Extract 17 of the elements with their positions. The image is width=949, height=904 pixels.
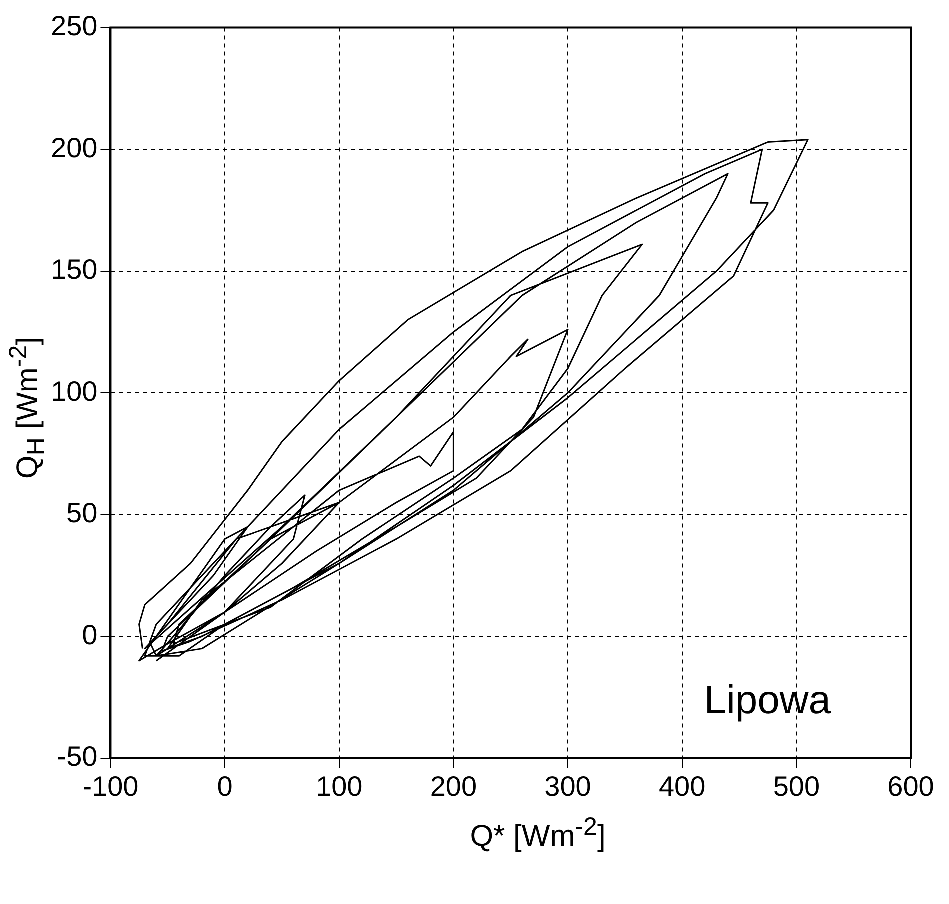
x-tick-label: 300 (544, 770, 592, 802)
y-tick-label: -50 (57, 741, 98, 772)
annotation: Lipowa (704, 678, 832, 722)
x-tick-label: -100 (82, 770, 139, 802)
y-tick-label: 200 (51, 132, 98, 164)
x-axis-title: Q* [Wm$^{-2}$] (470, 813, 606, 854)
x-tick-label: 100 (316, 770, 363, 802)
x-tick-label: 0 (217, 770, 233, 802)
y-tick-label: 100 (51, 376, 98, 407)
y-tick-label: 50 (66, 498, 98, 529)
y-tick-label: 0 (82, 619, 98, 650)
y-tick-label: 150 (51, 254, 98, 286)
x-tick-label: 500 (773, 770, 820, 802)
x-tick-label: 400 (658, 770, 706, 802)
y-tick-label: 250 (51, 10, 98, 42)
x-tick-label: 600 (888, 770, 934, 802)
x-tick-label: 200 (430, 770, 478, 802)
